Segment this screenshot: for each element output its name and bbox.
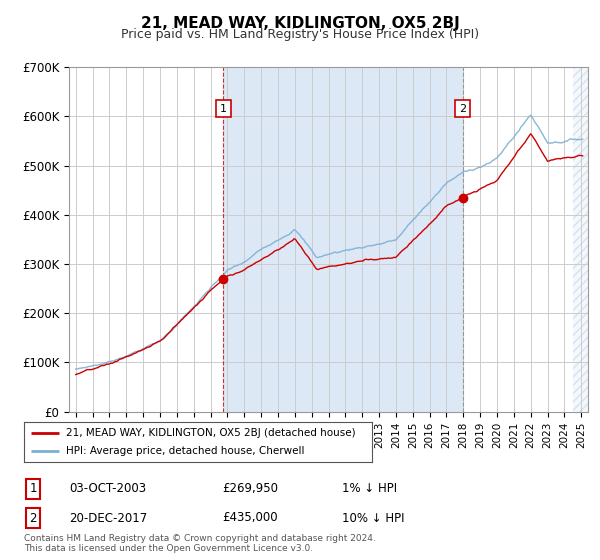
Text: £269,950: £269,950	[222, 482, 278, 496]
Text: 1: 1	[220, 104, 227, 114]
Text: Price paid vs. HM Land Registry's House Price Index (HPI): Price paid vs. HM Land Registry's House …	[121, 28, 479, 41]
Text: 2: 2	[459, 104, 466, 114]
Text: 21, MEAD WAY, KIDLINGTON, OX5 2BJ (detached house): 21, MEAD WAY, KIDLINGTON, OX5 2BJ (detac…	[66, 428, 355, 437]
Text: 2: 2	[29, 511, 37, 525]
Text: HPI: Average price, detached house, Cherwell: HPI: Average price, detached house, Cher…	[66, 446, 304, 456]
Text: 1: 1	[29, 482, 37, 496]
Text: 10% ↓ HPI: 10% ↓ HPI	[342, 511, 404, 525]
Bar	[573, 67, 588, 412]
Text: 1% ↓ HPI: 1% ↓ HPI	[342, 482, 397, 496]
Bar	[223, 67, 463, 412]
Text: 21, MEAD WAY, KIDLINGTON, OX5 2BJ: 21, MEAD WAY, KIDLINGTON, OX5 2BJ	[140, 16, 460, 31]
Text: 03-OCT-2003: 03-OCT-2003	[69, 482, 146, 496]
Bar	[573, 67, 588, 412]
Text: £435,000: £435,000	[222, 511, 278, 525]
Text: 20-DEC-2017: 20-DEC-2017	[69, 511, 147, 525]
Text: Contains HM Land Registry data © Crown copyright and database right 2024.
This d: Contains HM Land Registry data © Crown c…	[24, 534, 376, 553]
